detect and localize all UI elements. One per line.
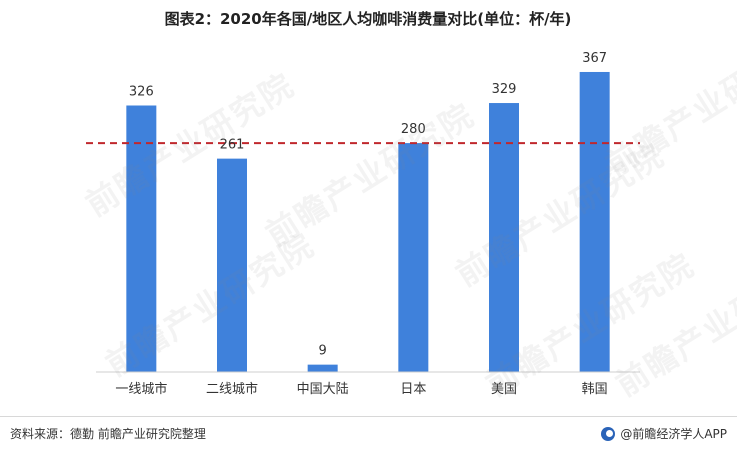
x-tick-label-4: 美国 xyxy=(491,382,517,397)
data-label-3: 280 xyxy=(401,122,426,137)
bar-3 xyxy=(398,143,429,372)
brand-text: @前瞻经济学人APP xyxy=(620,427,727,441)
data-label-4: 329 xyxy=(492,82,517,97)
brand: @前瞻经济学人APP xyxy=(601,425,727,442)
bar-chart: 图表2：2020年各国/地区人均咖啡消费量对比(单位：杯/年) 326 261 9 2… xyxy=(86,10,640,397)
data-label-0: 326 xyxy=(129,84,154,99)
x-tick-label-0: 一线城市 xyxy=(115,381,167,397)
x-tick-label-1: 二线城市 xyxy=(206,381,258,397)
data-label-5: 367 xyxy=(582,51,607,66)
data-labels: 326 261 9 280 329 367 xyxy=(129,51,607,359)
bar-0 xyxy=(126,105,157,373)
chart-title: 图表2：2020年各国/地区人均咖啡消费量对比(单位：杯/年) xyxy=(165,10,572,28)
bar-1 xyxy=(217,158,247,372)
footer: 资料来源：德勤 前瞻产业研究院整理 @前瞻经济学人APP xyxy=(0,416,737,450)
x-tick-label-3: 日本 xyxy=(400,382,426,397)
bar-2 xyxy=(307,364,338,372)
bar-4 xyxy=(489,103,519,372)
brand-logo-icon xyxy=(601,426,616,441)
data-label-1: 261 xyxy=(220,138,245,153)
x-tick-labels: 一线城市 二线城市 中国大陆 日本 美国 韩国 xyxy=(115,381,607,397)
source-note: 资料来源：德勤 前瞻产业研究院整理 xyxy=(10,427,206,441)
x-tick-label-5: 韩国 xyxy=(582,382,608,397)
data-label-2: 9 xyxy=(319,344,327,359)
bar-5 xyxy=(579,71,610,372)
x-tick-label-2: 中国大陆 xyxy=(297,381,349,397)
bars xyxy=(126,71,610,373)
